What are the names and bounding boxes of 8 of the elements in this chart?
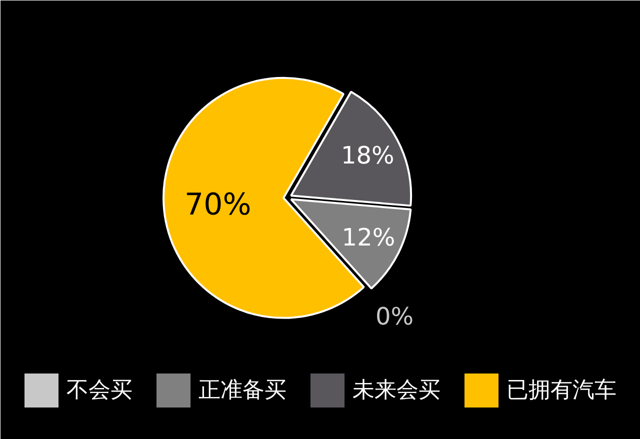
text: 0% xyxy=(376,302,414,330)
legend-label: 已拥有汽车 xyxy=(506,378,616,403)
data-label: 12% xyxy=(342,224,396,252)
legend-label: 正准备买 xyxy=(198,378,286,403)
legend-label: 不会买 xyxy=(66,378,132,403)
data-label: 18% xyxy=(340,142,394,170)
data-label: 70% xyxy=(184,187,252,222)
legend-label: 未来会买 xyxy=(352,378,440,403)
